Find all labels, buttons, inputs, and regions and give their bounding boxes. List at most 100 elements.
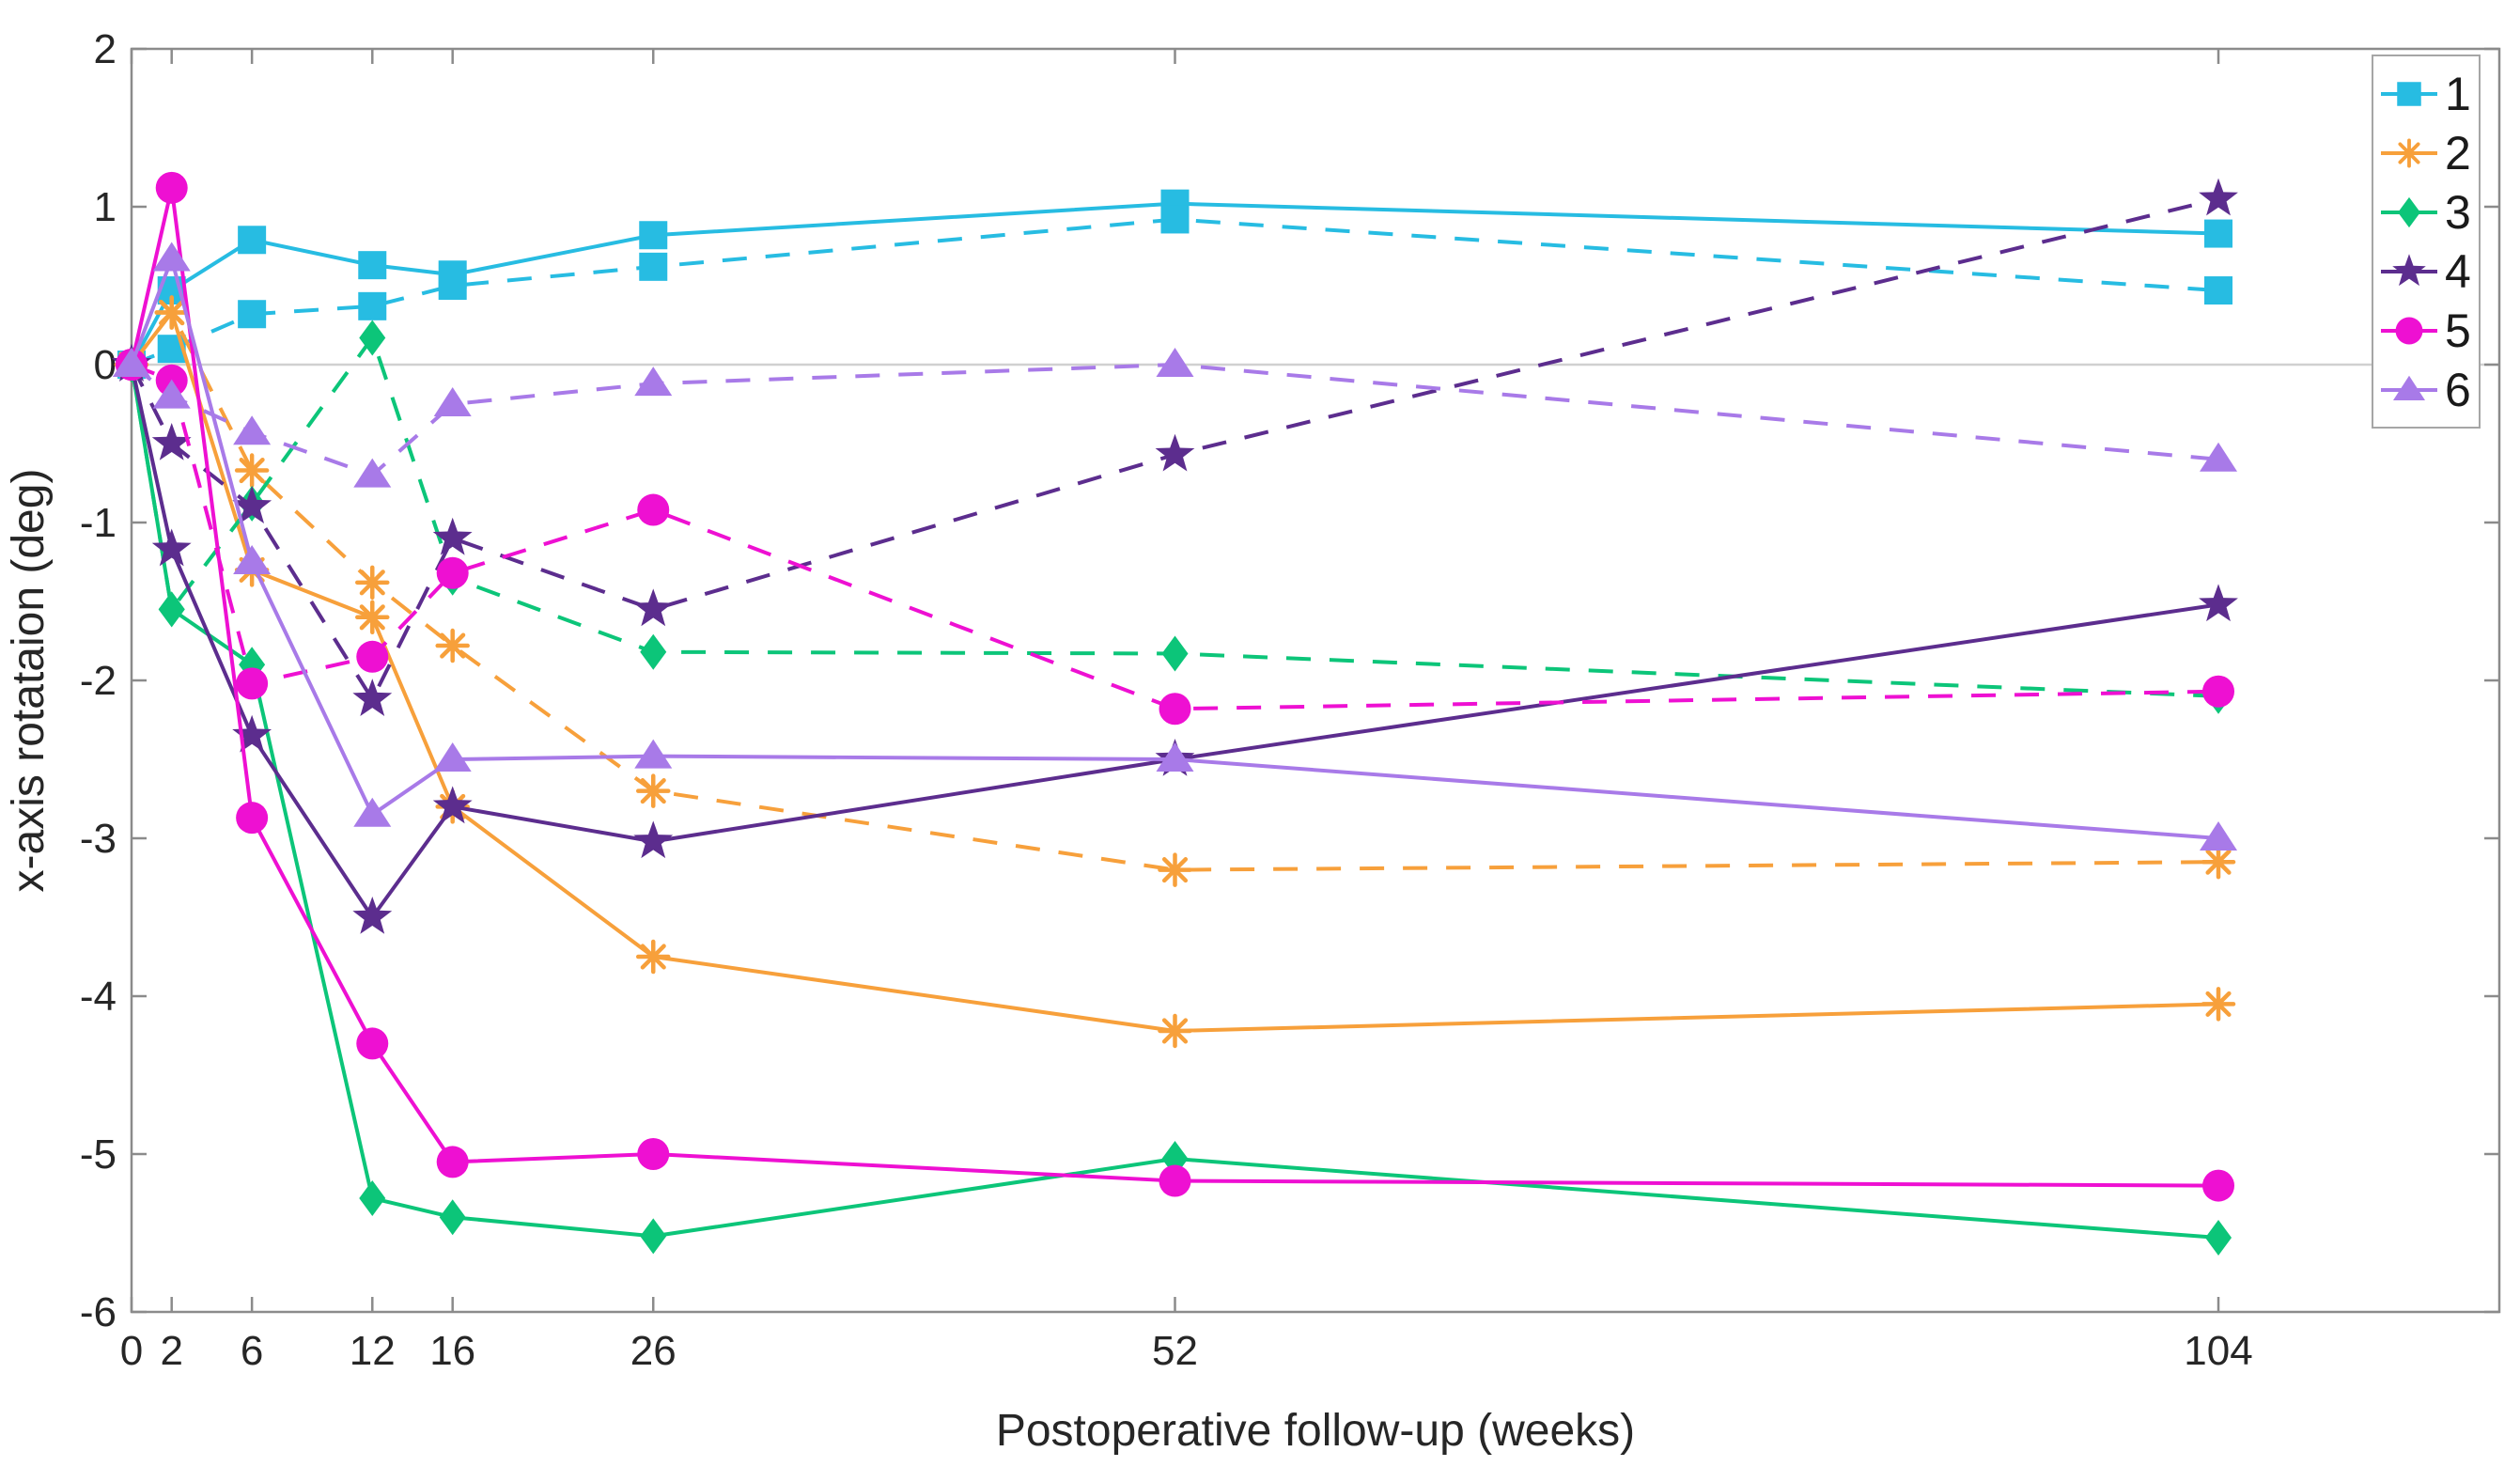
square-marker (2397, 81, 2421, 106)
legend-item-5: 5 (2379, 301, 2473, 360)
legend-item-1: 1 (2379, 64, 2473, 123)
square-marker (238, 226, 267, 255)
legend-label: 6 (2445, 363, 2471, 416)
triangle-marker (2200, 821, 2238, 851)
triangle-marker (634, 739, 673, 769)
triangle-marker (152, 242, 191, 272)
triangle-marker (1156, 742, 1194, 772)
asterisk-marker (2201, 987, 2236, 1022)
asterisk-marker (154, 295, 189, 330)
star-marker (352, 897, 393, 934)
circle-marker (236, 802, 269, 835)
circle-marker (637, 1138, 670, 1170)
asterisk-marker (636, 773, 671, 808)
triangle-marker (1156, 348, 1194, 377)
legend-item-6: 6 (2379, 360, 2473, 419)
y-tick-label: -3 (80, 816, 117, 862)
circle-marker (356, 1027, 389, 1060)
legend-sample (2381, 317, 2437, 344)
series-line (130, 336, 2219, 698)
series-3-dashed (118, 320, 2232, 714)
series-line (130, 257, 2219, 840)
star-marker (2199, 178, 2238, 216)
square-marker (238, 300, 267, 329)
diamond-marker (1161, 635, 1189, 672)
y-axis-label: x-axis rotataion (deg) (4, 469, 54, 893)
diamond-marker (2398, 196, 2420, 227)
star-marker (232, 714, 272, 753)
y-tick-label: -6 (80, 1289, 117, 1335)
circle-marker (436, 1146, 469, 1178)
square-marker (358, 251, 387, 280)
circle-marker (2202, 675, 2235, 708)
asterisk-marker (2201, 844, 2236, 880)
series-line (130, 196, 2219, 702)
legend-sample (2381, 253, 2437, 286)
y-tick-label: 1 (94, 184, 117, 230)
star-marker (432, 517, 473, 555)
x-tick-label: 104 (2184, 1328, 2252, 1374)
triangle-marker (233, 415, 272, 445)
legend-sample (2381, 375, 2437, 400)
triangle-marker (433, 742, 472, 772)
series-4-dashed (112, 178, 2238, 716)
square-marker (639, 221, 668, 250)
square-marker (2204, 219, 2233, 248)
series-line (130, 364, 2219, 1241)
diamond-marker (439, 1199, 466, 1236)
asterisk-marker (1158, 852, 1192, 887)
asterisk-marker (355, 600, 390, 635)
legend-sample (2381, 196, 2437, 227)
y-tick-label: 2 (94, 26, 117, 72)
legend-sample (2381, 137, 2437, 168)
circle-marker (436, 556, 469, 589)
y-tick-label: -4 (80, 974, 117, 1020)
square-marker (1160, 205, 1190, 234)
x-tick-label: 6 (241, 1328, 263, 1374)
y-tick-label: -5 (80, 1131, 117, 1178)
series-line (131, 363, 2219, 711)
series-line (130, 310, 2219, 872)
asterisk-marker (355, 565, 390, 601)
triangle-marker (113, 348, 150, 377)
series-line (130, 185, 2219, 1188)
legend-label: 3 (2445, 185, 2471, 239)
diamond-marker (359, 320, 386, 356)
series-5-dashed (116, 349, 2235, 726)
x-tick-label: 52 (1152, 1328, 1198, 1374)
circle-marker (637, 493, 670, 526)
x-axis-label: Postoperative follow-up (weeks) (996, 1406, 1635, 1456)
series-6-solid (113, 242, 2238, 851)
legend-item-4: 4 (2379, 242, 2473, 301)
series-2-solid (114, 295, 2236, 1049)
x-tick-label: 0 (120, 1328, 143, 1374)
legend-label: 4 (2445, 244, 2471, 298)
legend-item-3: 3 (2379, 182, 2473, 242)
triangle-marker (353, 797, 392, 827)
square-marker (639, 252, 668, 281)
x-tick-label: 16 (429, 1328, 475, 1374)
y-tick-label: 0 (94, 342, 117, 388)
star-marker (151, 528, 192, 567)
asterisk-marker (1158, 1013, 1192, 1049)
circle-marker (155, 171, 188, 204)
diamond-marker (359, 1180, 386, 1217)
square-marker (438, 272, 467, 300)
triangle-marker (233, 545, 272, 574)
diamond-marker (640, 1218, 667, 1255)
asterisk-marker (636, 939, 671, 975)
diamond-marker (158, 591, 185, 628)
y-tick-label: -1 (80, 500, 117, 546)
series-line (130, 310, 2219, 1033)
circle-marker (236, 667, 269, 700)
x-tick-label: 26 (630, 1328, 677, 1374)
triangle-marker (634, 367, 673, 397)
triangle-marker (2393, 375, 2425, 400)
x-tick-label: 12 (350, 1328, 396, 1374)
circle-marker (1159, 1164, 1191, 1197)
triangle-marker (353, 458, 392, 488)
plot-box (130, 47, 2501, 1314)
legend-label: 5 (2445, 304, 2471, 357)
